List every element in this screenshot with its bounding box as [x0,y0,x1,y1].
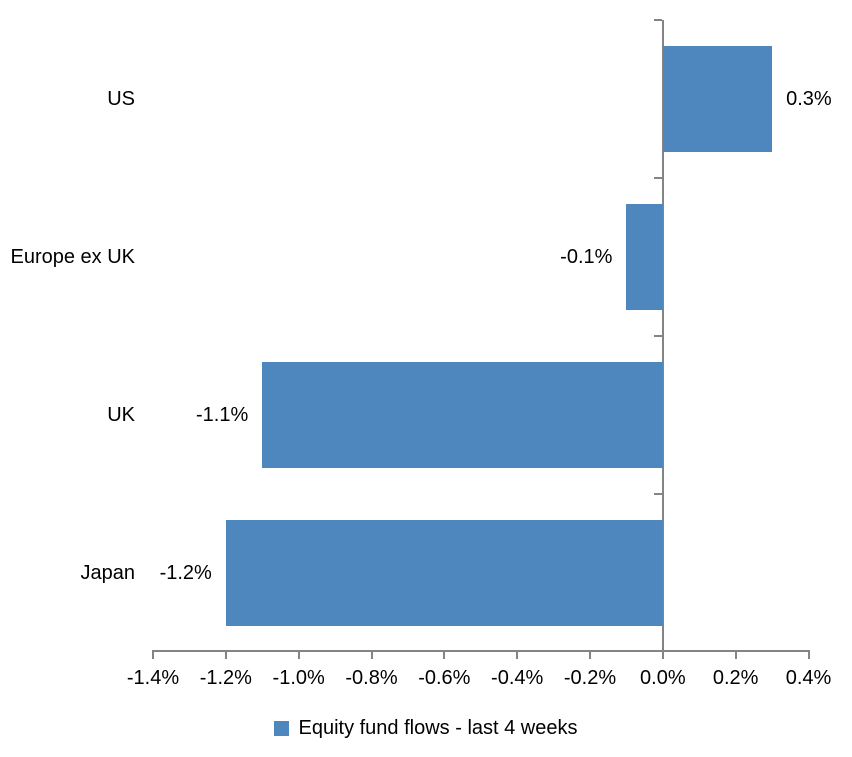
x-axis-tick-label: -0.8% [345,667,398,689]
bar-data-label: -1.2% [159,562,212,584]
x-axis-tick [297,650,300,659]
x-axis-tick-label: 0.4% [785,667,832,689]
bar-data-label: 0.3% [786,88,832,110]
x-axis-tick [370,650,373,659]
bar-japan [225,520,663,626]
x-axis-line [152,650,810,652]
x-axis-tick [443,650,446,659]
bar-europe-ex-uk [626,204,663,310]
x-axis-tick-label: -1.0% [272,667,325,689]
x-axis-tick-label: 0.2% [712,667,759,689]
y-axis-line [661,20,664,652]
legend-label: Equity fund flows - last 4 weeks [298,717,578,739]
category-boundary-tick [653,493,662,495]
x-axis-tick [661,650,664,659]
category-label: UK [107,404,135,426]
category-label: US [107,88,135,110]
category-boundary-tick [653,177,662,179]
bar-us [662,46,773,152]
bar-uk [262,362,663,468]
legend: Equity fund flows - last 4 weeks [0,716,852,740]
x-axis-tick-label: 0.0% [640,667,686,689]
x-axis-tick [152,650,154,659]
x-axis-tick [807,650,810,659]
x-axis-tick [516,650,519,659]
x-axis-tick [734,650,737,659]
category-label: Europe ex UK [10,246,135,268]
legend-swatch-icon [274,720,290,736]
x-axis-tick [224,650,227,659]
x-axis-tick-label: -1.4% [126,667,180,689]
category-boundary-tick [653,19,662,21]
x-axis-tick [589,650,591,659]
x-axis-tick-label: -0.6% [418,667,471,689]
bar-data-label: -0.1% [560,246,613,268]
bar-data-label: -1.1% [196,404,249,426]
x-axis-tick-label: -0.2% [563,667,617,689]
category-boundary-tick [653,335,662,337]
category-label: Japan [80,562,136,584]
x-axis-tick-label: -0.4% [491,667,544,689]
x-axis-tick-label: -1.2% [199,667,252,689]
